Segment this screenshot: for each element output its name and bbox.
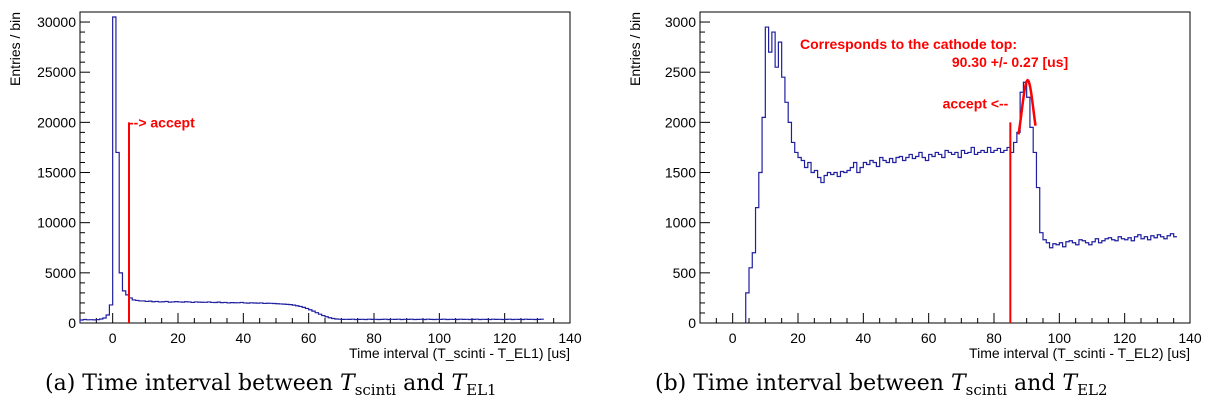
- caption-b-symbol-1: T: [950, 371, 966, 396]
- histogram-panel-a: 0 5000 10000 15000 20000 25000 30000 0 20 40 60 80…: [7, 11, 582, 361]
- x-tick-label: 60: [301, 330, 317, 346]
- caption-a-symbol-1: T: [340, 371, 355, 396]
- histogram-panel-b: 0 500 1000 1500 2000 2500 3000 0 20 40 60 80 100 120…: [627, 11, 1202, 361]
- x-tick-label: 20: [790, 330, 806, 346]
- x-tick-label: 120: [1113, 330, 1137, 346]
- histogram-line-a: [79, 16, 544, 323]
- x-tick-label: 120: [493, 330, 517, 346]
- y-axis-ticks-a: 0 5000 10000 15000 20000 25000 30000: [37, 14, 90, 331]
- x-tick-label: 40: [236, 330, 252, 346]
- y-tick-label: 0: [688, 315, 696, 331]
- x-axis-label-b: Time interval (T_scinti - T_EL2) [us]: [969, 345, 1190, 361]
- x-tick-label: 100: [1048, 330, 1072, 346]
- caption-b-subscript-2: EL2: [1077, 381, 1108, 399]
- caption-a-subscript-1: scinti: [354, 381, 397, 399]
- y-tick-label: 2500: [665, 64, 696, 80]
- caption-b-conjunction: and: [1014, 371, 1056, 396]
- y-axis-label-b: Entries / bin: [627, 12, 643, 86]
- caption-a-conjunction: and: [403, 371, 445, 396]
- x-tick-label: 80: [366, 330, 382, 346]
- caption-a-prefix: (a) Time interval between: [45, 371, 333, 396]
- y-tick-label: 3000: [665, 14, 696, 30]
- caption-b-subscript-1: scinti: [965, 381, 1008, 399]
- x-axis-ticks-b: 0 20 40 60 80 100 120 140: [699, 313, 1202, 346]
- x-axis-label-a: Time interval (T_scinti - T_EL1) [us]: [349, 345, 570, 361]
- caption-a-symbol-2: T: [451, 371, 467, 396]
- caption-b-prefix: (b) Time interval between: [655, 371, 944, 396]
- x-tick-label: 140: [558, 330, 582, 346]
- caption-b: (b) Time interval between Tscinti and TE…: [655, 371, 1108, 399]
- y-tick-label: 1000: [665, 215, 696, 231]
- x-axis-ticks-a: 0 20 40 60 80 100 120 140: [79, 313, 582, 346]
- x-tick-label: 140: [1178, 330, 1202, 346]
- y-tick-label: 1500: [665, 165, 696, 181]
- fit-annotation-title-b: Corresponds to the cathode top:: [800, 36, 1017, 52]
- x-tick-label: 80: [986, 330, 1002, 346]
- caption-a: (a) Time interval between Tscinti and TE…: [45, 371, 497, 399]
- y-tick-label: 20000: [37, 114, 76, 130]
- y-axis-label-a: Entries / bin: [7, 12, 23, 86]
- gaussian-fit-curve-b: [1017, 78, 1037, 135]
- y-tick-label: 25000: [37, 64, 76, 80]
- plot-frame-b: [699, 11, 1191, 324]
- y-tick-label: 2000: [665, 114, 696, 130]
- y-axis-ticks-b: 0 500 1000 1500 2000 2500 3000: [665, 14, 710, 331]
- y-tick-label: 15000: [37, 165, 76, 181]
- x-tick-label: 0: [729, 330, 737, 346]
- fit-annotation-value-b: 90.30 +/- 0.27 [us]: [952, 54, 1068, 70]
- y-tick-label: 500: [673, 265, 697, 281]
- x-tick-label: 40: [856, 330, 872, 346]
- x-tick-label: 100: [428, 330, 452, 346]
- y-tick-label: 5000: [45, 265, 76, 281]
- caption-a-subscript-2: EL1: [466, 381, 497, 399]
- y-tick-label: 0: [68, 315, 76, 331]
- accept-label-a: --> accept: [129, 114, 195, 130]
- x-tick-label: 60: [921, 330, 937, 346]
- x-tick-label: 20: [170, 330, 186, 346]
- y-tick-label: 30000: [37, 14, 76, 30]
- plot-frame-a: [79, 11, 571, 324]
- histogram-line-b: [745, 26, 1177, 323]
- accept-label-b: accept <--: [943, 95, 1009, 111]
- caption-b-symbol-2: T: [1062, 371, 1078, 396]
- x-tick-label: 0: [109, 330, 117, 346]
- y-tick-label: 10000: [37, 215, 76, 231]
